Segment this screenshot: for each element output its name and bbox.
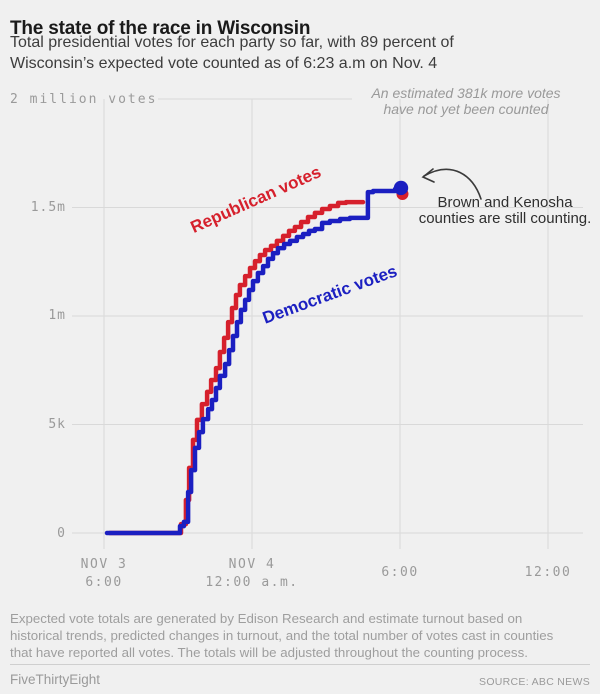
- counting-callout: Brown and Kenosha counties are still cou…: [419, 195, 592, 226]
- subtitle-line-2: Wisconsin’s expected vote counted as of …: [10, 55, 438, 72]
- footnote-line3: that have reported all votes. The totals…: [10, 645, 528, 660]
- footnote-line1: Expected vote totals are generated by Ed…: [10, 611, 523, 626]
- page-title: The state of the race in Wisconsin: [10, 17, 311, 39]
- x-tick-6am-time: 6:00: [381, 565, 419, 580]
- footer-divider: [10, 664, 590, 665]
- uncounted-votes-note-line2: have not yet been counted: [383, 100, 549, 117]
- callout-arrow: [421, 168, 482, 200]
- y-axis-top-label: 2 million votes: [10, 92, 158, 107]
- y-tick-1000k: 1m: [48, 308, 66, 323]
- x-tick-noon-time: 12:00: [524, 565, 572, 580]
- uncounted-votes-note: An estimated 381k more votes have not ye…: [371, 85, 561, 117]
- x-tick-nov3: NOV 3 6:00: [81, 556, 128, 592]
- y-tick-1500k: 1.5m: [30, 200, 66, 215]
- counting-callout-line1: Brown and Kenosha: [437, 194, 573, 211]
- chart-generated-layer: [72, 98, 583, 549]
- counting-callout-line2: counties are still counting.: [418, 209, 592, 227]
- methodology-footnote: Expected vote totals are generated by Ed…: [10, 610, 553, 661]
- uncounted-votes-note-line1: An estimated 381k more votes: [371, 85, 561, 101]
- x-tick-nov4: NOV 4 12:00 a.m.: [205, 556, 298, 592]
- x-tick-nov4-date: NOV 4: [228, 557, 276, 572]
- subtitle-line-1: Total presidential votes for each party …: [10, 34, 454, 51]
- x-tick-6am: 6:00: [381, 564, 418, 582]
- source-credit: SOURCE: ABC NEWS: [479, 676, 590, 688]
- x-tick-nov3-time: 6:00: [85, 575, 123, 590]
- footnote-line2: historical trends, predicted changes in …: [10, 628, 554, 643]
- chart-subtitle: Total presidential votes for each party …: [10, 32, 454, 74]
- brand-logo-text: FiveThirtyEight: [10, 672, 101, 687]
- y-tick-0: 0: [57, 526, 66, 541]
- x-tick-nov4-time: 12:00 a.m.: [205, 575, 299, 590]
- y-tick-500k: 5k: [48, 417, 66, 432]
- x-tick-nov3-date: NOV 3: [80, 557, 128, 572]
- x-tick-noon: 12:00: [525, 564, 572, 582]
